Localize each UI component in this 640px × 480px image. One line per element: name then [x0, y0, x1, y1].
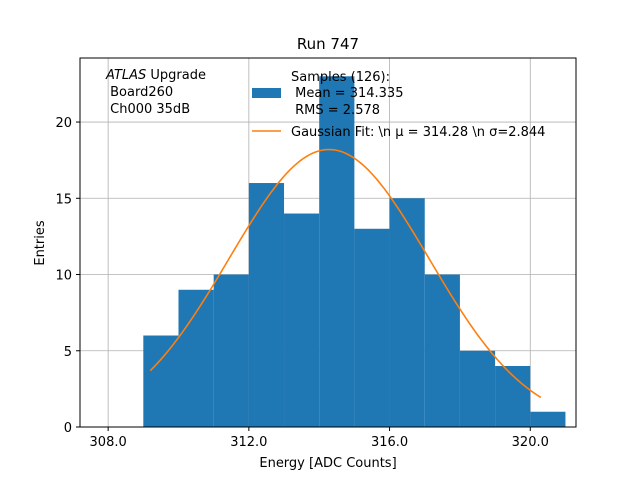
y-tick-label: 5 [64, 345, 72, 360]
histogram-bar [389, 198, 425, 427]
histogram-bar [143, 335, 179, 427]
y-axis-ticks: 0 5 10 15 20 [55, 116, 80, 436]
plot-frame [79, 57, 577, 428]
histogram-bar [424, 274, 460, 427]
histogram-bar [248, 183, 285, 427]
histogram-bar [459, 350, 496, 427]
histogram-bar [213, 274, 249, 427]
x-tick-label: 320.0 [512, 435, 549, 450]
legend-hist-line-1: Samples (126): [291, 70, 390, 85]
legend-hist-line-3: RMS = 2.578 [291, 103, 380, 118]
annotation-line-1: ATLAS Upgrade [105, 68, 206, 83]
y-tick-label: 0 [64, 421, 72, 436]
x-tick-label: 308.0 [90, 435, 127, 450]
x-tick-label: 312.0 [230, 435, 267, 450]
histogram-bar [178, 289, 214, 427]
legend-hist-swatch [252, 88, 281, 98]
histogram-bar [530, 411, 566, 427]
x-axis-label: Energy [ADC Counts] [259, 456, 396, 471]
chart-title: Run 747 [297, 35, 359, 53]
y-tick-label: 15 [55, 192, 72, 207]
annotation-line-2: Board260 [106, 85, 173, 100]
y-axis-label: Entries [33, 220, 48, 266]
legend: Samples (126): Mean = 314.335 RMS = 2.57… [252, 70, 545, 140]
histogram-bar [284, 213, 320, 427]
x-axis-ticks: 308.0 312.0 316.0 320.0 [90, 427, 549, 450]
y-tick-label: 20 [55, 116, 72, 131]
y-tick-label: 10 [55, 269, 72, 284]
annotation: ATLAS Upgrade Board260 Ch000 35dB [105, 68, 206, 117]
x-tick-label: 316.0 [371, 435, 408, 450]
legend-hist-line-2: Mean = 314.335 [291, 86, 403, 101]
histogram-bars [143, 76, 566, 428]
legend-fit-label: Gaussian Fit: \n μ = 314.28 \n σ=2.844 [291, 125, 545, 140]
histogram-bar [354, 228, 390, 427]
gaussian-fit-curve [149, 148, 542, 399]
annotation-line-3: Ch000 35dB [106, 102, 190, 117]
histogram-bar [319, 76, 355, 428]
fit-curve [149, 148, 542, 399]
